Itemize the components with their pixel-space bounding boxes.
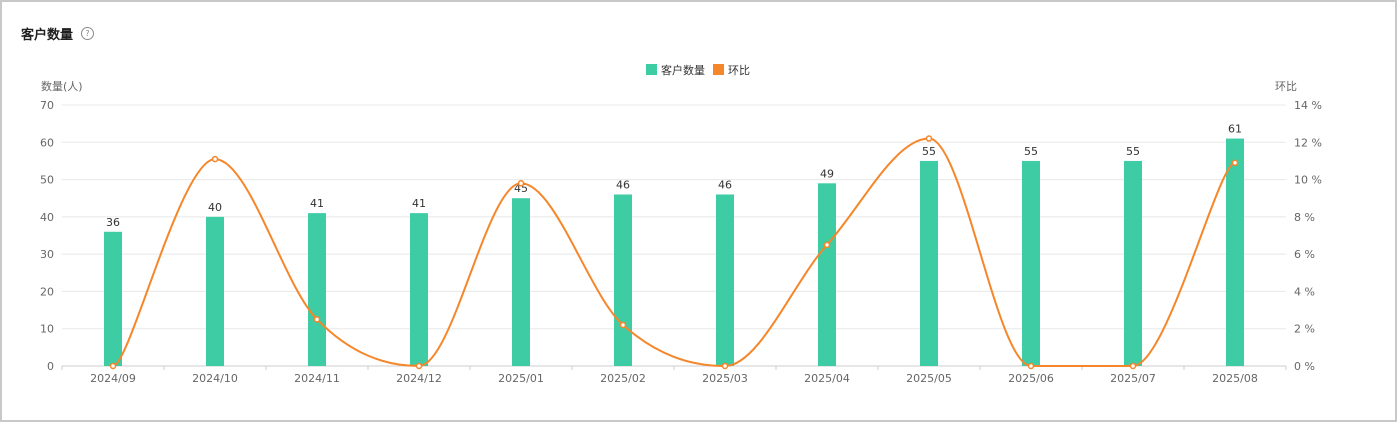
bar [1022,160,1040,366]
bar-value-label: 46 [718,178,732,191]
question-circle-icon[interactable]: ? [81,27,95,40]
bar-value-label: 36 [106,216,120,229]
bar [104,231,122,366]
bar [716,194,734,366]
bar-value-label: 45 [514,182,528,195]
x-tick-label: 2024/11 [294,372,340,385]
bar-value-label: 61 [1228,123,1242,136]
bar-value-label: 55 [1126,145,1140,158]
x-tick-label: 2025/06 [1008,372,1054,385]
x-tick-label: 2025/08 [1212,372,1258,385]
bar-value-label: 46 [616,178,630,191]
mom-point [721,362,729,370]
x-tick-label: 2024/12 [396,372,442,385]
y-right-tick-label: 6 % [1294,248,1315,261]
mom-point [313,316,321,323]
bar-value-label: 55 [1024,145,1038,158]
bar [818,183,836,366]
bar-value-label: 41 [412,197,426,210]
mom-point [109,362,117,370]
bar [1124,160,1142,366]
mom-point [619,321,627,329]
y-right-tick-label: 4 % [1294,285,1315,298]
x-tick-label: 2025/01 [498,372,544,385]
bar [410,213,428,366]
y-right-tick-label: 14 % [1294,99,1322,112]
bar [1226,138,1244,366]
mom-line [112,137,1236,368]
title-row: 客户数量 ? [21,24,95,43]
bar [308,213,326,366]
legend-label-line: 环比 [728,64,750,77]
y-left-tick-label: 20 [40,285,54,298]
mom-point [823,241,831,249]
x-tick-label: 2024/09 [90,372,136,385]
x-tick-label: 2025/04 [804,372,850,385]
legend-label-bar: 客户数量 [661,63,705,77]
y-right-tick-label: 10 % [1294,174,1322,187]
bar [512,198,530,366]
legend-swatch-bar [646,64,657,75]
y-left-tick-label: 10 [40,323,54,336]
bar-value-label: 40 [208,201,222,214]
mom-point [517,180,525,187]
x-tick-label: 2024/10 [192,372,238,385]
mom-point [925,135,933,142]
bar-value-label: 41 [310,197,324,210]
mom-point [211,155,219,163]
y-left-tick-label: 40 [40,211,54,224]
y-left-tick-label: 30 [40,248,54,261]
bar-value-label: 49 [820,167,834,180]
mom-point [1129,362,1137,370]
x-tick-label: 2025/05 [906,372,952,385]
y-left-tick-label: 60 [40,136,54,149]
y-right-tick-label: 12 % [1294,136,1322,149]
bar [614,194,632,366]
bar-value-label: 55 [922,145,936,158]
mom-point [1231,159,1239,167]
mom-point [1027,362,1035,370]
y-right-tick-label: 0 % [1294,360,1315,373]
y-left-tick-label: 50 [40,174,54,187]
mom-point [415,362,423,370]
y-right-tick-label: 2 % [1294,323,1315,336]
x-tick-label: 2025/07 [1110,372,1156,385]
y-right-tick-label: 8 % [1294,211,1315,224]
bar [206,216,224,366]
x-tick-label: 2025/03 [702,372,748,385]
legend-swatch-line [713,64,724,75]
y-right-axis-label: 环比 [1275,80,1297,93]
x-tick-label: 2025/02 [600,372,646,385]
y-left-tick-label: 70 [40,99,54,112]
y-left-tick-label: 0 [47,360,54,373]
y-left-axis-label: 数量(人) [41,80,83,93]
chart-title: 客户数量 [21,28,74,43]
bar [920,160,938,366]
